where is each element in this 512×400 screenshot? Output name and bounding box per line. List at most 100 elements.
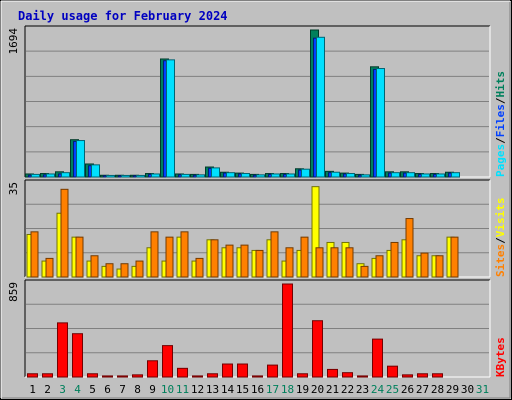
bar-sites-day-13 [210,239,219,278]
bar-pages-day-26 [406,172,415,178]
bar-sites-day-3 [60,188,69,278]
x-tick-label: 21 [326,383,339,396]
bar-pages-day-29 [451,172,460,178]
x-tick-label: 31 [476,383,489,396]
bar-pages-day-5 [91,164,100,178]
bar-sites-day-18 [285,247,294,278]
bar-kbytes-day-25 [387,365,398,378]
x-tick-label: 14 [221,383,235,396]
bar-pages-day-8 [136,174,145,178]
bar-kbytes-day-20 [312,320,323,378]
x-tick-label: 26 [401,383,414,396]
bar-kbytes-day-15 [237,363,248,378]
bar-sites-day-5 [90,255,99,278]
bar-pages-day-12 [196,174,205,178]
bar-sites-day-28 [435,255,444,278]
bar-kbytes-day-1 [27,373,38,378]
bar-pages-day-22 [346,173,355,178]
bar-sites-day-8 [135,260,144,278]
bar-pages-day-24 [376,68,385,178]
bar-kbytes-day-26 [402,374,413,378]
bar-sites-day-7 [120,263,129,278]
bar-pages-day-2 [46,173,55,178]
x-tick-label: 30 [461,383,474,396]
x-tick-label: 3 [59,383,66,396]
bar-sites-day-27 [420,252,429,278]
bar-kbytes-day-28 [432,373,443,378]
x-tick-label: 20 [311,383,324,396]
x-tick-label: 10 [161,383,174,396]
bar-pages-day-16 [256,174,265,178]
bar-kbytes-day-8 [132,374,143,378]
bar-pages-day-18 [286,173,295,178]
bar-pages-day-17 [271,173,280,178]
bar-sites-day-25 [390,241,399,278]
bar-pages-day-7 [121,174,130,178]
x-tick-label: 27 [416,383,429,396]
bar-pages-day-1 [31,173,40,178]
bar-kbytes-day-5 [87,373,98,378]
bar-pages-day-23 [361,174,370,178]
y-max-label: 1694 [7,28,20,55]
x-tick-label: 11 [176,383,189,396]
bar-pages-day-20 [316,36,325,178]
x-tick-label: 24 [371,383,385,396]
bar-kbytes-day-18 [282,283,293,378]
bar-kbytes-day-12 [192,375,203,378]
x-tick-label: 28 [431,383,444,396]
bar-pages-day-19 [301,168,310,178]
bar-sites-day-14 [225,244,234,278]
bar-sites-day-29 [450,236,459,278]
bar-kbytes-day-2 [42,373,53,378]
bar-pages-day-25 [391,172,400,178]
chart-title: Daily usage for February 2024 [18,9,228,23]
bar-sites-day-22 [345,247,354,278]
series-label-visits-sites: Sites/Visits [494,198,507,278]
x-tick-label: 13 [206,383,219,396]
bar-sites-day-15 [240,244,249,278]
bar-kbytes-day-3 [57,322,68,378]
series-label-hits-files-pages: Pages/Files/Hits [494,71,507,177]
bar-kbytes-day-4 [72,333,83,378]
bar-sites-day-19 [300,236,309,278]
bar-sites-day-6 [105,263,114,278]
bar-kbytes-day-10 [162,345,173,378]
bar-kbytes-day-6 [102,375,113,378]
bar-pages-day-9 [151,173,160,178]
x-tick-label: 17 [266,383,279,396]
x-tick-label: 15 [236,383,249,396]
bar-sites-day-12 [195,257,204,278]
bar-kbytes-day-13 [207,373,218,378]
x-tick-label: 12 [191,383,204,396]
bar-sites-day-2 [45,257,54,278]
bar-kbytes-day-17 [267,364,278,378]
x-tick-label: 6 [104,383,111,396]
bar-pages-day-6 [106,174,115,178]
x-tick-label: 8 [134,383,141,396]
bar-kbytes-day-19 [297,373,308,378]
bar-kbytes-day-22 [342,372,353,378]
bar-sites-day-21 [330,247,339,278]
x-tick-label: 7 [119,383,126,396]
x-tick-label: 25 [386,383,399,396]
x-tick-label: 4 [74,383,81,396]
y-max-label: 859 [7,282,20,302]
bar-pages-day-27 [421,173,430,178]
x-tick-label: 16 [251,383,264,396]
bar-sites-day-11 [180,231,189,278]
bar-sites-day-9 [150,231,159,278]
bar-pages-day-10 [166,59,175,178]
bar-sites-day-1 [30,231,39,278]
series-label-kbytes: KBytes [494,337,507,377]
bar-kbytes-day-16 [252,375,263,378]
x-tick-label: 9 [149,383,156,396]
bar-kbytes-day-14 [222,363,233,378]
bar-sites-day-20 [315,247,324,278]
y-max-label: 35 [7,182,20,195]
bar-pages-day-13 [211,167,220,178]
bar-kbytes-day-21 [327,368,338,378]
bar-kbytes-day-24 [372,338,383,378]
bar-kbytes-day-11 [177,367,188,378]
x-tick-label: 29 [446,383,459,396]
